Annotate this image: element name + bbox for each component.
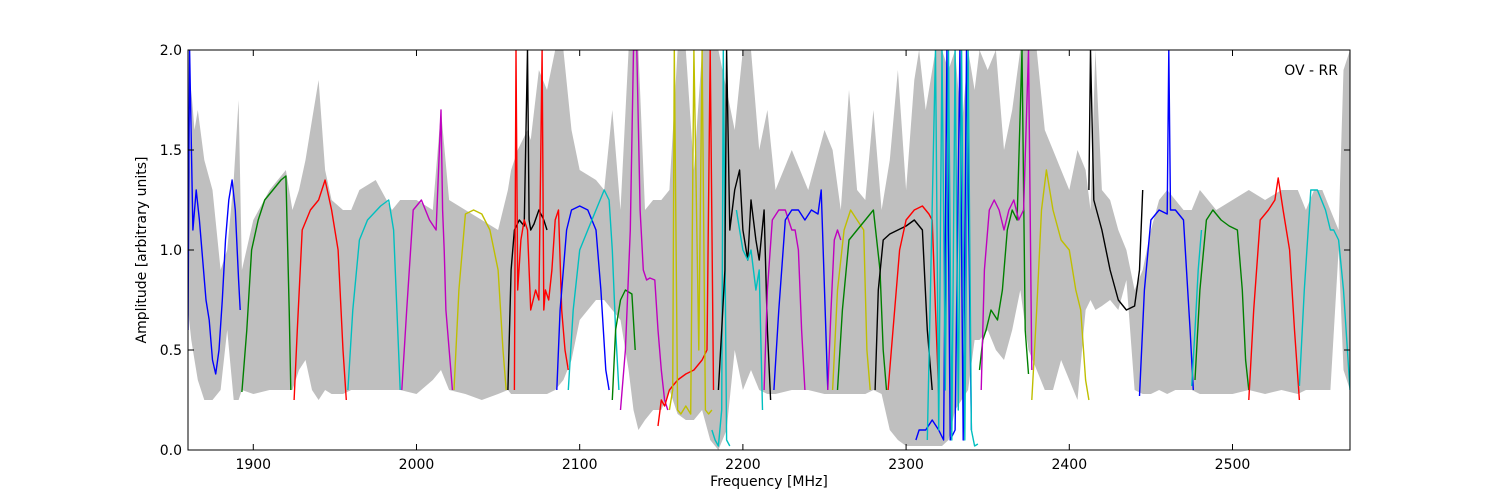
series-line-14 [668,50,713,415]
series-line-29 [1031,169,1090,401]
series-line-13 [657,50,715,427]
series-line-19 [773,189,829,391]
series-layer [188,50,1350,447]
series-line-30 [1088,50,1144,311]
y-tick-label: 2.0 [160,43,182,59]
y-tick-label: 0.5 [160,343,182,359]
series-line-17 [735,209,764,411]
series-line-21 [831,209,871,391]
y-axis-label: Amplitude [arbitrary units] [134,157,150,344]
series-line-25 [915,50,973,441]
series-line-12 [619,50,669,411]
series-line-26 [926,50,979,447]
x-tick-label: 2000 [399,457,435,473]
x-tick-label: 2300 [888,457,924,473]
series-line-24 [887,205,940,395]
series-line-11 [611,289,636,401]
series-line-15 [711,50,731,447]
series-line-8 [513,50,569,391]
series-line-3 [293,179,347,401]
x-axis-ticks: 1900 2000 2100 2200 2300 2400 2500 [235,50,1250,473]
x-tick-label: 1900 [235,457,271,473]
series-line-20 [827,229,842,391]
plot-area [188,50,1350,450]
x-tick-label: 2500 [1215,457,1251,473]
series-line-9 [556,205,610,391]
series-line-2 [241,175,292,393]
series-line-16 [717,50,772,401]
series-line-27 [978,50,1030,375]
y-tick-label: 1.5 [160,143,182,159]
y-tick-label: 0.0 [160,443,182,459]
series-line-33 [1194,209,1250,391]
series-line-1 [188,50,241,375]
plot-annotation: OV - RR [1284,63,1338,79]
series-line-35 [1298,189,1350,391]
series-line-6 [453,209,507,391]
envelope-area [188,50,1350,450]
x-tick-label: 2200 [725,457,761,473]
series-line-34 [1248,177,1301,401]
series-line-10 [567,189,620,391]
y-tick-label: 1.0 [160,243,182,259]
series-line-23 [874,219,933,391]
x-tick-label: 2400 [1051,457,1087,473]
series-line-5 [401,109,454,391]
series-line-4 [347,199,401,391]
series-line-32 [1191,229,1203,387]
y-axis-ticks: 0.0 0.5 1.0 1.5 2.0 [160,43,1350,459]
series-line-28 [980,50,1033,391]
x-axis-label: Frequency [MHz] [710,474,828,490]
series-line-22 [836,209,888,391]
series-line-31 [1138,50,1194,397]
x-tick-label: 2100 [562,457,598,473]
series-line-18 [763,209,806,391]
